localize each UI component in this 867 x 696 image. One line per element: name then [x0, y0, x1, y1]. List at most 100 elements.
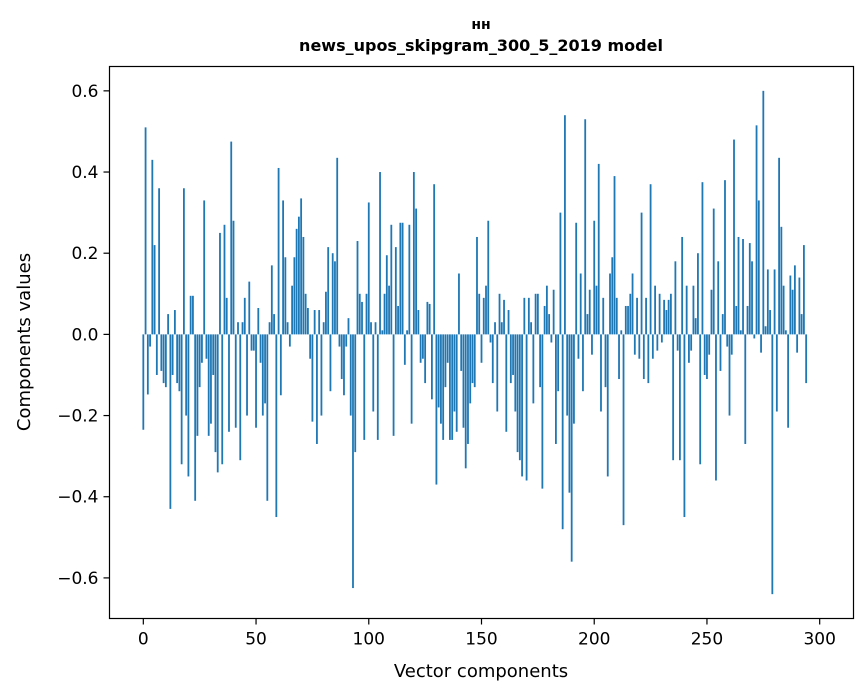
bar: [595, 285, 598, 335]
bar: [541, 334, 544, 489]
bar: [394, 247, 397, 335]
bar: [606, 334, 609, 477]
bar: [746, 305, 749, 335]
bar: [527, 297, 530, 335]
bar: [602, 297, 605, 335]
bar: [435, 334, 438, 485]
bar: [489, 334, 492, 343]
bar: [343, 334, 345, 396]
bar: [151, 159, 154, 335]
bar-series: [142, 90, 808, 595]
bar: [361, 301, 363, 335]
chart-subtitle: news_upos_skipgram_300_5_2019 model: [299, 36, 663, 55]
bar: [518, 334, 521, 461]
bar: [629, 293, 632, 335]
bar: [564, 115, 566, 335]
bar: [803, 245, 805, 335]
bar: [534, 293, 537, 335]
bar: [146, 334, 149, 395]
bar: [401, 222, 404, 335]
bar: [212, 334, 215, 375]
bar: [500, 322, 503, 335]
bar: [471, 334, 474, 384]
bar: [451, 334, 454, 440]
y-tick-label: 0.4: [71, 163, 98, 183]
bar: [660, 334, 663, 343]
bar: [539, 334, 542, 388]
y-tick-label: −0.4: [57, 488, 98, 508]
bar: [162, 334, 165, 384]
bar: [228, 334, 230, 432]
bar: [570, 334, 573, 562]
bar: [356, 241, 359, 335]
bar: [505, 334, 508, 432]
bar: [160, 334, 163, 371]
bar: [773, 269, 776, 335]
bar: [225, 297, 228, 335]
bar: [805, 334, 808, 384]
bar: [248, 281, 251, 335]
bar: [252, 334, 255, 351]
bar: [322, 322, 325, 335]
bar: [579, 273, 582, 335]
bar: [721, 314, 724, 335]
plot-frame: [108, 65, 855, 620]
bar: [487, 220, 490, 335]
bar: [557, 334, 560, 392]
bar: [250, 334, 253, 351]
bar: [669, 293, 672, 335]
bar: [173, 310, 176, 335]
bar: [370, 322, 372, 335]
bar: [737, 236, 740, 335]
bar: [302, 236, 305, 335]
bar: [279, 334, 282, 396]
bar: [214, 334, 217, 453]
bar: [234, 334, 237, 428]
bar: [509, 334, 512, 384]
bar: [521, 334, 523, 477]
bar: [683, 334, 686, 518]
bar: [415, 208, 418, 335]
bar: [257, 308, 260, 335]
bar: [194, 334, 197, 501]
bar: [775, 334, 778, 412]
bar: [329, 334, 332, 392]
bar: [476, 236, 478, 335]
bar: [458, 273, 460, 335]
bar: [221, 334, 224, 465]
bar: [543, 305, 546, 335]
bar: [164, 334, 167, 388]
bar: [210, 334, 212, 424]
bar: [473, 334, 476, 388]
bar: [295, 228, 298, 335]
bar: [169, 334, 172, 509]
bar: [352, 334, 354, 589]
y-tick-label: −0.2: [57, 407, 98, 427]
bar: [358, 293, 361, 335]
bar: [347, 318, 350, 335]
bar: [787, 334, 790, 428]
bar: [498, 293, 501, 335]
bar: [800, 314, 803, 335]
bar: [739, 330, 742, 335]
bar: [171, 334, 174, 375]
bar: [155, 334, 158, 375]
bar: [568, 334, 571, 493]
bar: [753, 334, 756, 339]
bar: [446, 334, 449, 363]
bar: [307, 308, 309, 335]
bar: [426, 301, 429, 335]
bar: [748, 243, 751, 335]
x-tick-label: 100: [353, 630, 385, 650]
bar: [730, 334, 733, 355]
bar: [288, 334, 291, 347]
bar: [525, 334, 528, 481]
bar: [708, 334, 711, 355]
bar: [613, 176, 616, 335]
bar: [243, 297, 246, 335]
x-tick-label: 200: [578, 630, 610, 650]
x-tick-label: 50: [245, 630, 267, 650]
bar: [645, 297, 647, 335]
bar: [536, 293, 539, 335]
bar: [791, 289, 794, 335]
